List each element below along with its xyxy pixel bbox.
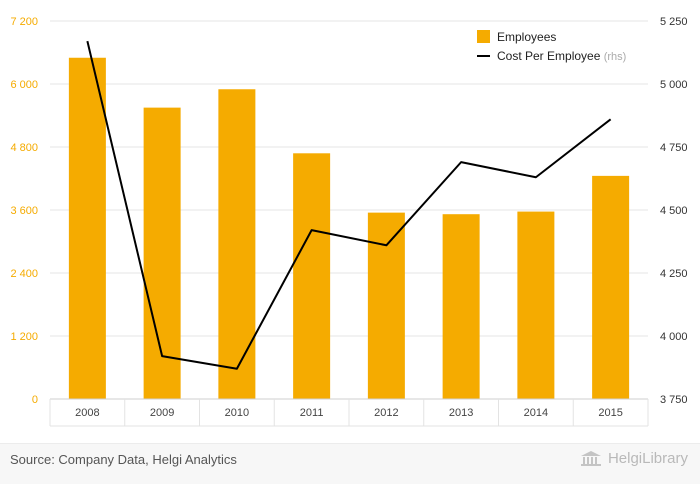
legend: Employees Cost Per Employee (rhs) <box>477 30 626 63</box>
right-axis-tick-label: 4 750 <box>660 142 688 154</box>
right-axis-tick-label: 3 750 <box>660 394 688 406</box>
left-axis-tick-label: 7 200 <box>10 16 38 28</box>
grid-lines <box>50 21 648 399</box>
x-axis-tick-label: 2014 <box>524 407 548 419</box>
legend-rhs-note: (rhs) <box>604 51 627 63</box>
bar-employees-2014 <box>517 212 554 399</box>
x-axis-tick-label: 2015 <box>598 407 622 419</box>
x-axis-tick-label: 2009 <box>150 407 174 419</box>
bar-employees-2012 <box>368 213 405 399</box>
right-axis-tick-label: 4 250 <box>660 268 688 280</box>
left-axis-tick-label: 6 000 <box>10 79 38 91</box>
x-axis-tick-label: 2010 <box>225 407 249 419</box>
bar-employees-2013 <box>443 214 480 399</box>
x-axis-tick-label: 2011 <box>300 407 324 419</box>
logo-text: HelgiLibrary <box>608 450 688 467</box>
x-axis-tick-label: 2012 <box>374 407 398 419</box>
helgi-library-logo: HelgiLibrary <box>580 450 688 467</box>
library-building-icon <box>580 451 602 467</box>
bar-employees-2011 <box>293 153 330 399</box>
x-axis-tick-label: 2008 <box>75 407 99 419</box>
bar-employees-2015 <box>592 176 629 399</box>
legend-label-cost-per-employee: Cost Per Employee (rhs) <box>497 49 626 63</box>
right-axis-tick-label: 4 000 <box>660 331 688 343</box>
left-axis-tick-label: 0 <box>32 394 38 406</box>
bar-employees-2008 <box>69 58 106 399</box>
x-axis-tick-label: 2013 <box>449 407 473 419</box>
left-axis-tick-label: 4 800 <box>10 142 38 154</box>
bar-employees-2010 <box>218 89 255 399</box>
footer: Source: Company Data, Helgi Analytics He… <box>0 443 700 484</box>
combo-chart: 0 1 200 2 400 3 600 4 800 6 000 7 200 3 750 4 00… <box>0 0 700 443</box>
left-axis-tick-label: 1 200 <box>10 331 38 343</box>
legend-swatch-employees <box>477 30 490 43</box>
legend-label-employees: Employees <box>497 30 556 44</box>
source-note: Source: Company Data, Helgi Analytics <box>10 452 237 467</box>
right-axis-tick-label: 5 000 <box>660 79 688 91</box>
right-axis-tick-label: 5 250 <box>660 16 688 28</box>
right-axis-tick-label: 4 500 <box>660 205 688 217</box>
axes: 0 1 200 2 400 3 600 4 800 6 000 7 200 3 750 4 00… <box>10 16 687 426</box>
bar-series-employees <box>69 58 629 399</box>
left-axis-tick-label: 3 600 <box>10 205 38 217</box>
left-axis-tick-label: 2 400 <box>10 268 38 280</box>
